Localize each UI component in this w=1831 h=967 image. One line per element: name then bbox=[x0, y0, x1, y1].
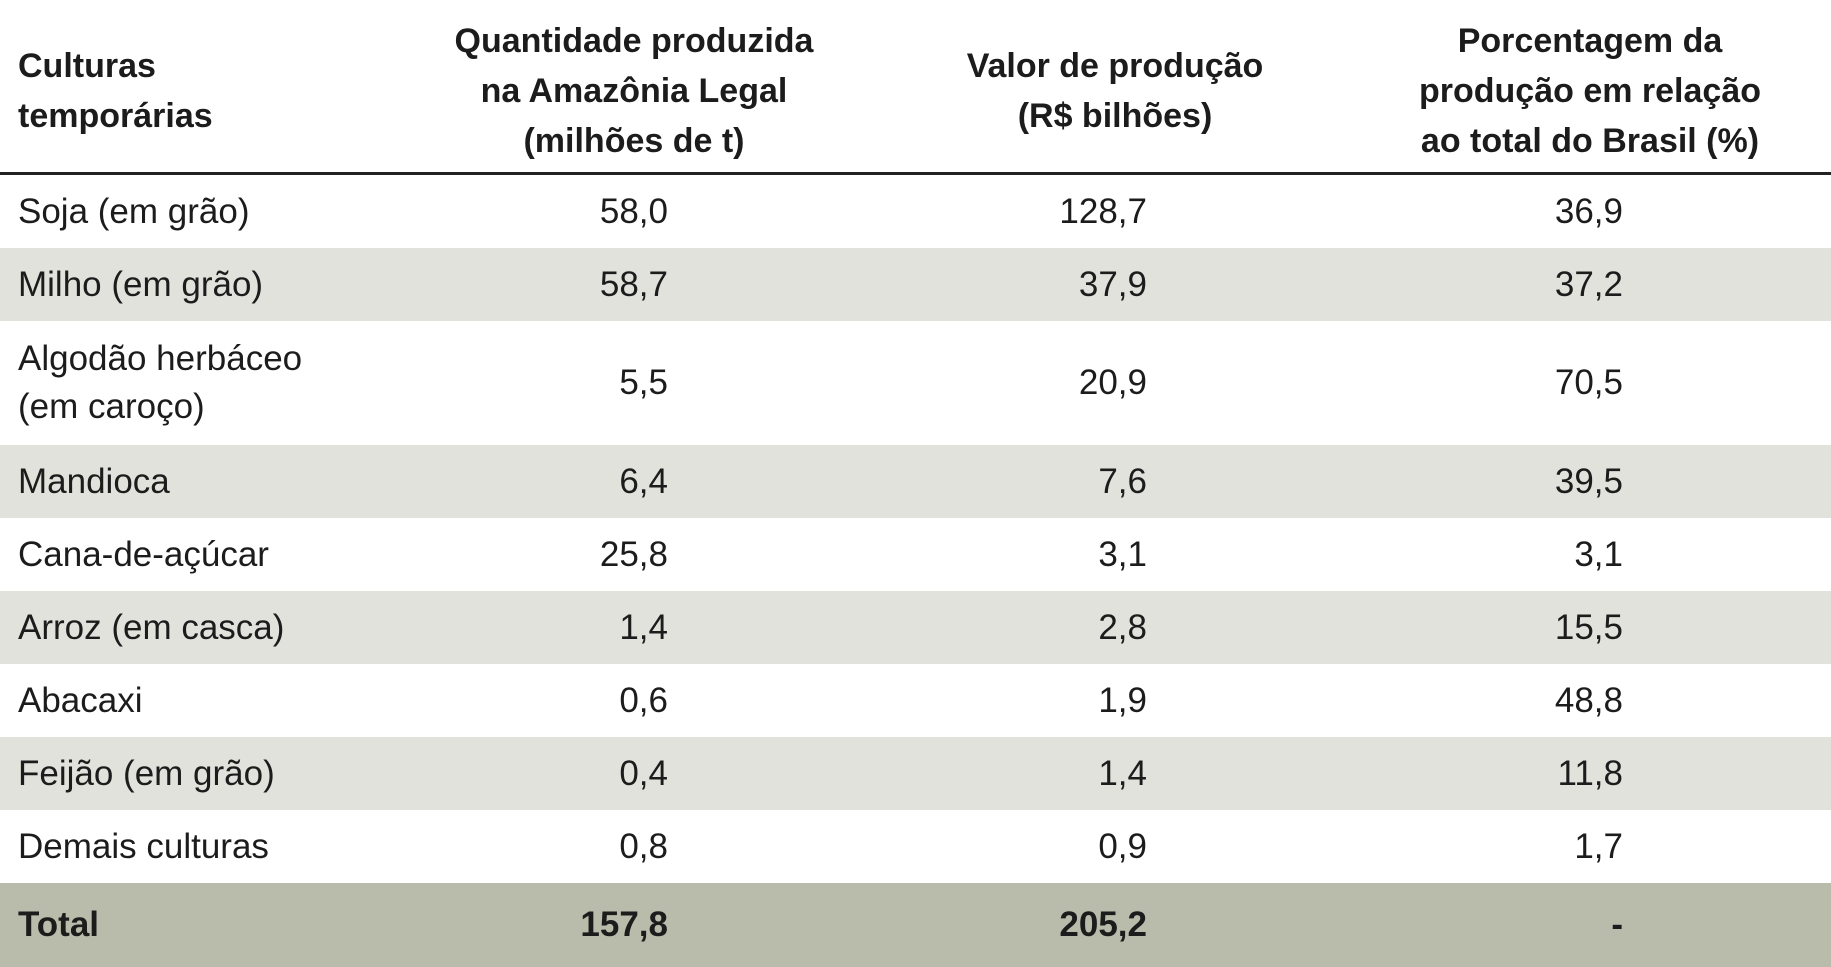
cell-percent: 70,5 bbox=[1554, 363, 1623, 402]
header-crops: Culturas temporárias bbox=[18, 47, 213, 135]
cell-value: 128,7 bbox=[1059, 191, 1147, 231]
table-row: Algodão herbáceo (em caroço) 5,5 20,9 70,5 bbox=[0, 321, 1831, 445]
header-percent: Porcentagem da produção em relação ao to… bbox=[1418, 22, 1761, 160]
cell-value: 1,4 bbox=[1098, 753, 1147, 793]
cell-value: 3,1 bbox=[1098, 534, 1147, 574]
cell-percent: 3,1 bbox=[1574, 534, 1623, 574]
cell-crop: Feijão (em grão) bbox=[18, 753, 275, 793]
cell-crop: Mandioca bbox=[18, 461, 170, 501]
cell-value: 20,9 bbox=[1078, 363, 1147, 402]
table-row-total: Total 157,8 205,2 - bbox=[0, 883, 1831, 967]
cell-crop: Demais culturas bbox=[18, 826, 269, 866]
cell-quantity: 0,4 bbox=[619, 753, 668, 793]
cell-crop: Soja (em grão) bbox=[18, 191, 250, 231]
cell-quantity: 5,5 bbox=[619, 363, 668, 402]
cell-percent: 39,5 bbox=[1554, 461, 1623, 501]
cell-quantity: 58,0 bbox=[599, 191, 668, 231]
cell-crop: Cana-de-açúcar bbox=[18, 534, 269, 574]
table-row: Mandioca 6,4 7,6 39,5 bbox=[0, 445, 1831, 518]
header-quantity: Quantidade produzida na Amazônia Legal (… bbox=[454, 22, 814, 160]
cell-crop: Total bbox=[18, 905, 100, 944]
cell-crop: Arroz (em casca) bbox=[18, 607, 285, 647]
cell-value: 7,6 bbox=[1098, 461, 1147, 501]
table-row: Abacaxi 0,6 1,9 48,8 bbox=[0, 664, 1831, 737]
table-row: Arroz (em casca) 1,4 2,8 15,5 bbox=[0, 591, 1831, 664]
table-header: Culturas temporárias Quantidade produzid… bbox=[0, 0, 1831, 175]
cell-percent: 15,5 bbox=[1554, 607, 1623, 647]
cell-value: 37,9 bbox=[1078, 264, 1147, 304]
cell-quantity: 1,4 bbox=[619, 607, 668, 647]
cell-quantity: 25,8 bbox=[599, 534, 668, 574]
cell-crop: Algodão herbáceo (em caroço) bbox=[18, 339, 303, 426]
table-row: Soja (em grão) 58,0 128,7 36,9 bbox=[0, 175, 1831, 248]
cell-value: 205,2 bbox=[1059, 905, 1147, 944]
cell-crop: Abacaxi bbox=[18, 680, 143, 720]
cell-quantity: 0,6 bbox=[619, 680, 668, 720]
header-value: Valor de produção (R$ bilhões) bbox=[966, 47, 1264, 135]
cell-quantity: 6,4 bbox=[619, 461, 668, 501]
table-row: Demais culturas 0,8 0,9 1,7 bbox=[0, 810, 1831, 883]
cell-percent: 48,8 bbox=[1554, 680, 1623, 720]
cell-percent: 37,2 bbox=[1554, 264, 1623, 304]
cell-percent: 11,8 bbox=[1557, 753, 1623, 793]
cell-quantity: 157,8 bbox=[580, 905, 668, 944]
cell-value: 2,8 bbox=[1098, 607, 1147, 647]
cell-quantity: 0,8 bbox=[619, 826, 668, 866]
cell-value: 1,9 bbox=[1098, 680, 1147, 720]
cell-percent: - bbox=[1611, 905, 1623, 944]
table-row: Cana-de-açúcar 25,8 3,1 3,1 bbox=[0, 518, 1831, 591]
table-row: Milho (em grão) 58,7 37,9 37,2 bbox=[0, 248, 1831, 321]
cell-percent: 36,9 bbox=[1554, 191, 1623, 231]
cell-percent: 1,7 bbox=[1574, 826, 1623, 866]
cell-crop: Milho (em grão) bbox=[18, 264, 264, 304]
cell-value: 0,9 bbox=[1098, 826, 1147, 866]
table-row: Feijão (em grão) 0,4 1,4 11,8 bbox=[0, 737, 1831, 810]
cell-quantity: 58,7 bbox=[599, 264, 668, 304]
